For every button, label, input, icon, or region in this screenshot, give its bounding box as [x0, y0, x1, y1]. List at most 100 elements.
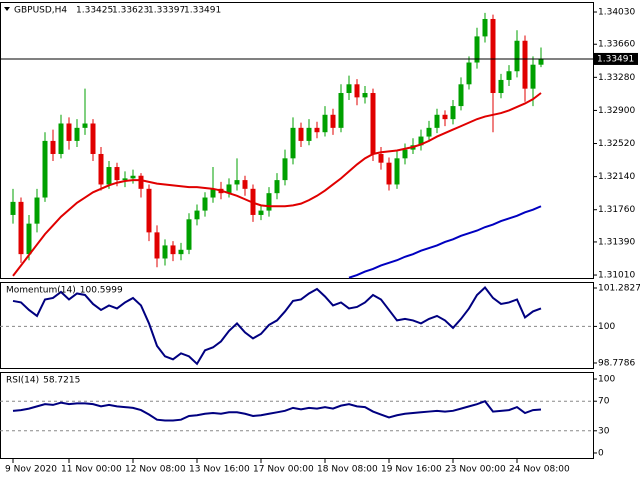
y-tick-label: 1.34030 — [598, 8, 635, 18]
candle-body — [474, 36, 480, 63]
indicator-line — [12, 400, 542, 422]
candle-body — [34, 197, 40, 224]
candle-body — [426, 127, 432, 137]
candle-body — [362, 93, 368, 98]
y-tick-label: 1.31390 — [598, 237, 635, 247]
candle-body — [354, 84, 360, 98]
indicator-name: Momentum(14) — [6, 286, 76, 296]
candle-body — [434, 114, 440, 128]
candle-body — [290, 127, 296, 159]
x-tick-label: 13 Nov 16:00 — [189, 465, 250, 475]
candle-body — [98, 153, 104, 185]
y-tick-label: 1.32520 — [598, 139, 635, 149]
candle-body — [522, 40, 528, 89]
candle-body — [490, 18, 496, 94]
candle-body — [330, 114, 336, 128]
candle-body — [530, 64, 536, 89]
candle-body — [114, 167, 120, 181]
x-tick-label: 12 Nov 08:00 — [125, 465, 186, 475]
y-tick-label: 1.33660 — [598, 40, 635, 50]
y-tick-label: 1.32900 — [598, 106, 635, 116]
candle-body — [66, 123, 72, 141]
indicator-line — [12, 285, 542, 366]
symbol-icon — [4, 7, 10, 11]
moving-average — [12, 92, 542, 277]
momentum-panel — [0, 282, 594, 369]
y-tick-label: 70 — [598, 397, 610, 407]
candle-body — [538, 58, 544, 65]
y-tick-label: 98.7786 — [598, 358, 635, 368]
candle-body — [194, 210, 200, 220]
candle-body — [18, 201, 24, 255]
candle-body — [378, 153, 384, 163]
y-tick-label: 100 — [598, 322, 615, 332]
moving-average — [348, 205, 542, 279]
candle-body — [258, 210, 264, 215]
candle-body — [106, 167, 112, 185]
price-label-box — [594, 52, 638, 65]
x-tick-label: 19 Nov 16:00 — [381, 465, 442, 475]
x-tick-label: 9 Nov 2020 — [5, 465, 57, 475]
candle-body — [138, 175, 144, 189]
candle-body — [514, 40, 520, 72]
candle-body — [498, 79, 504, 94]
candle-body — [442, 114, 448, 120]
candle-body — [90, 123, 96, 154]
candle-body — [322, 114, 328, 133]
candle-body — [274, 180, 280, 194]
candle-body — [154, 232, 160, 259]
candle-body — [82, 123, 88, 128]
low-value: 1.33397 — [148, 6, 185, 16]
y-tick-label: 100 — [598, 375, 615, 385]
x-tick-label: 23 Nov 00:00 — [445, 465, 506, 475]
candle-body — [146, 188, 152, 233]
candle-body — [282, 158, 288, 181]
candle-body — [202, 197, 208, 211]
candle-body — [26, 223, 32, 255]
candle-body — [234, 180, 240, 185]
candle-body — [10, 201, 16, 215]
y-tick-label: 1.31010 — [598, 271, 635, 281]
candle-body — [162, 245, 168, 259]
candle-body — [306, 127, 312, 141]
x-tick-label: 17 Nov 00:00 — [253, 465, 314, 475]
y-tick-label: 1.33280 — [598, 73, 635, 83]
candle-body — [130, 175, 136, 179]
candle-body — [58, 123, 64, 154]
y-tick-label: 1.32140 — [598, 172, 635, 182]
candle-body — [170, 245, 176, 255]
candle-body — [42, 140, 48, 198]
candle-body — [386, 162, 392, 185]
close-value: 1.33491 — [184, 6, 221, 16]
candle-body — [418, 136, 424, 146]
candle-body — [314, 127, 320, 133]
y-tick-label: 101.2827 — [598, 283, 640, 293]
candle-body — [186, 219, 192, 250]
candle-body — [458, 84, 464, 107]
open-value: 1.33425 — [76, 6, 113, 16]
indicator-name: RSI(14) — [6, 376, 39, 386]
candle-body — [242, 180, 248, 189]
candle-body — [50, 140, 56, 154]
y-tick-label: 1.31760 — [598, 205, 635, 215]
main-panel — [0, 2, 594, 279]
candle-body — [482, 18, 488, 37]
candle-body — [298, 127, 304, 141]
candle-body — [210, 188, 216, 198]
candle-body — [402, 149, 408, 159]
candle-body — [346, 84, 352, 94]
indicator-value: 58.7215 — [43, 376, 80, 386]
candle-body — [450, 106, 456, 120]
rsi-panel — [0, 372, 594, 459]
candle-body — [338, 93, 344, 128]
y-tick-label: 0 — [598, 448, 604, 458]
candle-body — [394, 158, 400, 185]
indicator-value: 100.5999 — [80, 286, 123, 296]
y-tick-label: 30 — [598, 426, 610, 436]
candle-body — [74, 127, 80, 141]
candle-body — [266, 193, 272, 211]
candle-body — [506, 71, 512, 80]
candle-body — [122, 178, 128, 181]
high-value: 1.33623 — [112, 6, 149, 16]
